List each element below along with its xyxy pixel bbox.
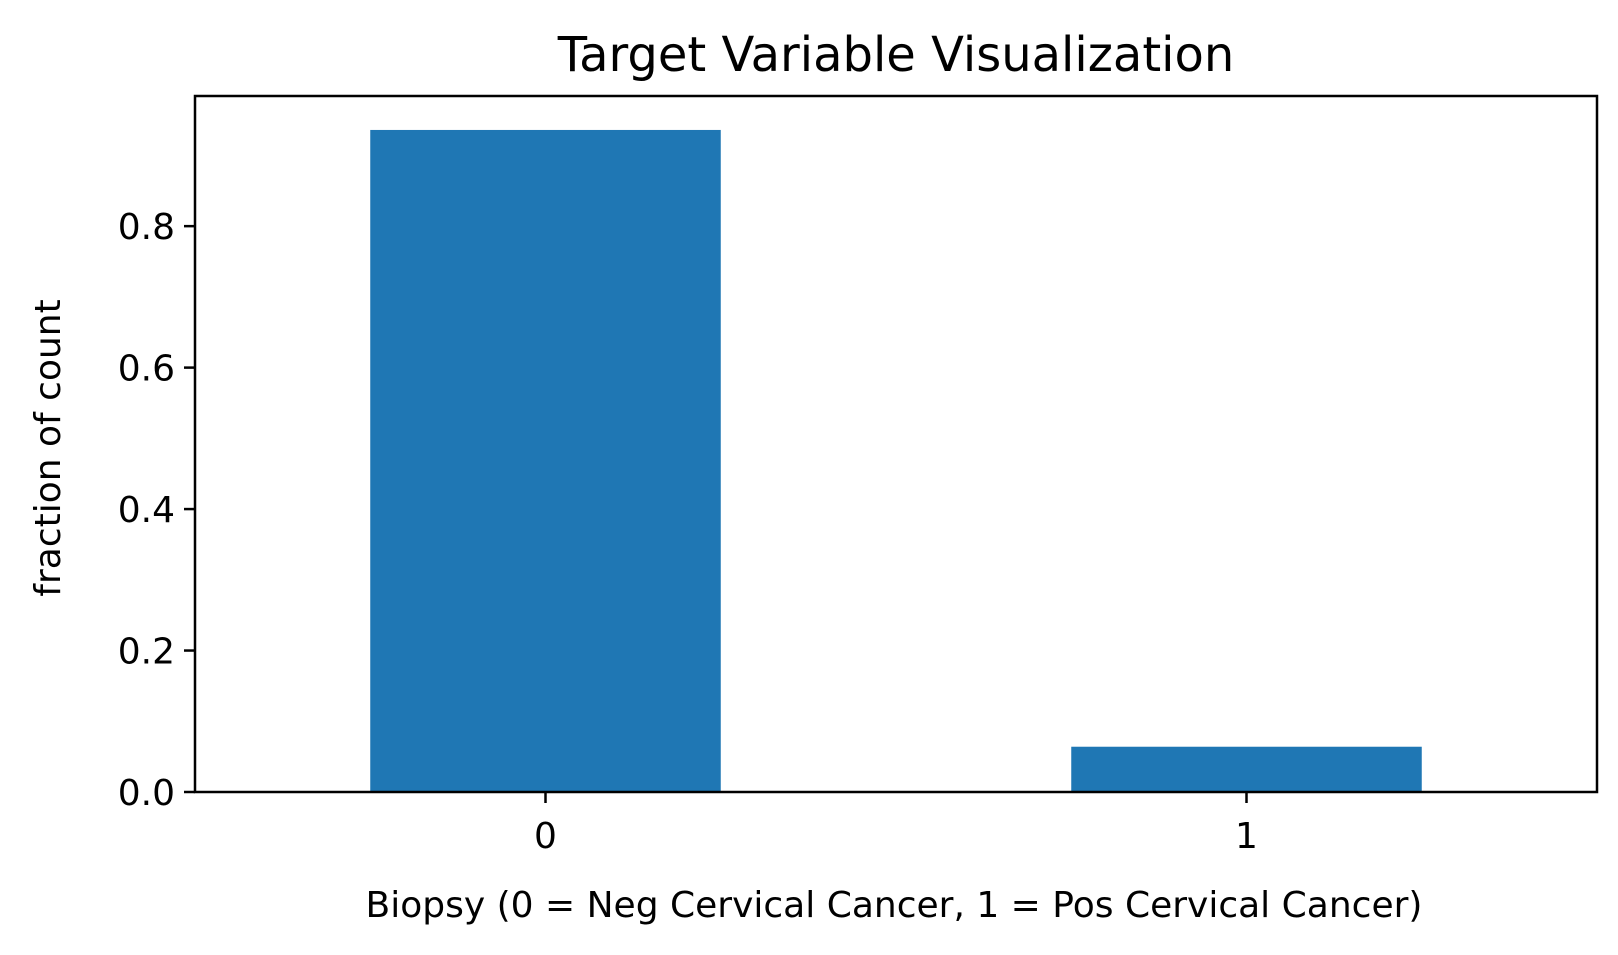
- x-tick-label: 1: [1235, 816, 1258, 857]
- bars-group: [370, 129, 1422, 792]
- y-axis: 0.0 0.2 0.4 0.6 0.8: [118, 207, 195, 814]
- chart-title: Target Variable Visualization: [557, 27, 1235, 83]
- y-tick-label: 0.0: [118, 773, 175, 814]
- y-tick-label: 0.6: [118, 349, 175, 390]
- x-axis-label: Biopsy (0 = Neg Cervical Cancer, 1 = Pos…: [366, 885, 1423, 926]
- y-axis-label: fraction of count: [28, 299, 69, 596]
- y-tick-label: 0.8: [118, 207, 175, 248]
- bar-0: [370, 129, 721, 792]
- y-tick-label: 0.4: [118, 490, 175, 531]
- plot-frame: [193, 94, 1599, 794]
- bar-1: [1071, 746, 1422, 792]
- y-tick-label: 0.2: [118, 632, 175, 673]
- x-tick-label: 0: [534, 816, 557, 857]
